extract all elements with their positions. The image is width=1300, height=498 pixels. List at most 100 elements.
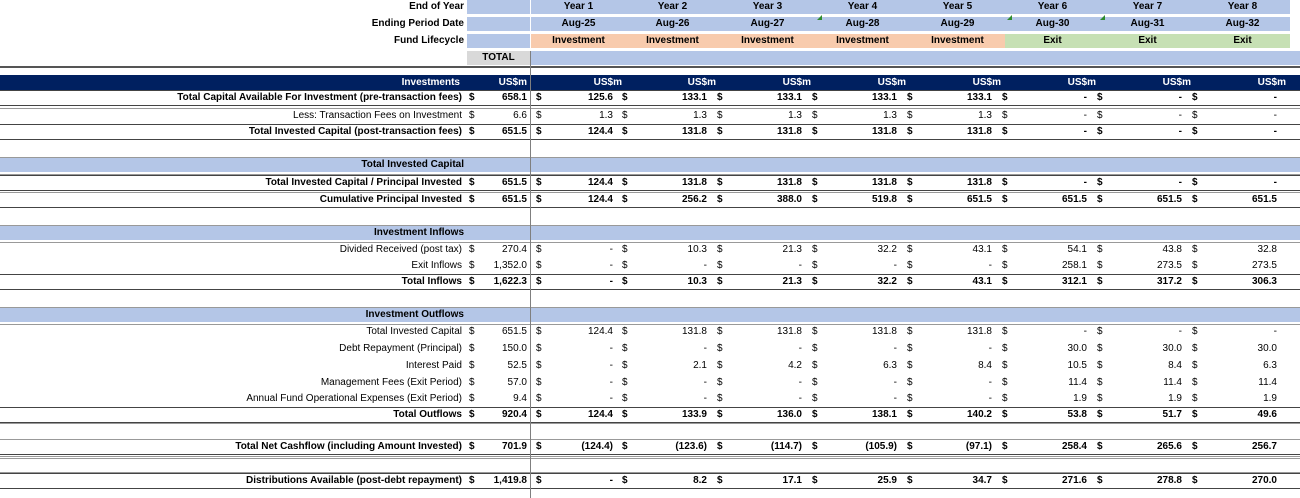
cell-value[interactable]: 256.2 — [681, 194, 707, 205]
cell-value[interactable]: - — [609, 276, 613, 287]
cell-value[interactable]: 1.3 — [883, 110, 897, 121]
cell-value[interactable]: - — [703, 260, 707, 271]
cell-value[interactable]: - — [1273, 326, 1277, 337]
cell-value[interactable]: 651.5 — [1061, 194, 1087, 205]
cell-value[interactable]: 1.3 — [599, 110, 613, 121]
cell-value[interactable]: (123.6) — [675, 441, 707, 452]
cell-value[interactable]: - — [1083, 92, 1087, 103]
date-header-cell[interactable]: Aug-29 — [910, 17, 1005, 31]
cell-value[interactable]: 140.2 — [966, 409, 992, 420]
cell-value[interactable]: (124.4) — [581, 441, 613, 452]
cell-value[interactable]: 8.4 — [978, 360, 992, 371]
cell-value[interactable]: 133.1 — [871, 92, 897, 103]
cell-value[interactable]: 21.3 — [782, 244, 802, 255]
cell-value[interactable]: 131.8 — [871, 177, 897, 188]
cell-value[interactable]: - — [1178, 177, 1182, 188]
cell-value[interactable]: 131.8 — [776, 326, 802, 337]
cell-value[interactable]: 32.2 — [877, 244, 897, 255]
cell-value[interactable]: - — [1083, 177, 1087, 188]
cell-value[interactable]: - — [798, 343, 802, 354]
cell-value[interactable]: 30.0 — [1067, 343, 1087, 354]
cell-value[interactable]: 124.4 — [587, 126, 613, 137]
cell-value[interactable]: - — [988, 343, 992, 354]
cell-value[interactable]: 265.6 — [1156, 441, 1182, 452]
total-value[interactable]: 920.4 — [501, 409, 527, 420]
cell-value[interactable]: - — [1178, 326, 1182, 337]
phase-header-cell[interactable]: Exit — [1005, 34, 1100, 48]
year-header-cell[interactable]: Year 6 — [1005, 0, 1100, 14]
cell-value[interactable]: 133.1 — [681, 92, 707, 103]
cell-value[interactable]: 4.2 — [788, 360, 802, 371]
total-value[interactable]: 270.4 — [501, 244, 527, 255]
cell-value[interactable]: - — [609, 377, 613, 388]
year-header-cell[interactable]: Year 2 — [625, 0, 720, 14]
date-header-cell[interactable]: Aug-30 — [1005, 17, 1100, 31]
cell-value[interactable]: 43.1 — [972, 244, 992, 255]
cell-value[interactable]: 131.8 — [681, 326, 707, 337]
cell-value[interactable]: 651.5 — [1156, 194, 1182, 205]
year-header-cell[interactable]: Year 8 — [1195, 0, 1290, 14]
phase-header-cell[interactable]: Investment — [531, 34, 626, 48]
cell-value[interactable]: 10.3 — [687, 276, 707, 287]
cell-value[interactable]: 1.9 — [1263, 393, 1277, 404]
cell-value[interactable]: 125.6 — [587, 92, 613, 103]
cell-value[interactable]: - — [798, 377, 802, 388]
cell-value[interactable]: 306.3 — [1251, 276, 1277, 287]
cell-value[interactable]: - — [1178, 92, 1182, 103]
cell-value[interactable]: 258.1 — [1061, 260, 1087, 271]
date-header-cell[interactable]: Aug-31 — [1100, 17, 1195, 31]
cell-value[interactable]: 133.9 — [681, 409, 707, 420]
year-header-cell[interactable]: Year 3 — [720, 0, 815, 14]
cell-value[interactable]: - — [988, 393, 992, 404]
cell-value[interactable]: 1.9 — [1168, 393, 1182, 404]
total-value[interactable]: 6.6 — [513, 110, 527, 121]
cell-value[interactable]: - — [1083, 326, 1087, 337]
cell-value[interactable]: - — [988, 260, 992, 271]
cell-value[interactable]: (97.1) — [965, 441, 992, 452]
total-value[interactable]: 651.5 — [501, 177, 527, 188]
cell-value[interactable]: 131.8 — [966, 126, 992, 137]
cell-value[interactable]: - — [703, 377, 707, 388]
cell-value[interactable]: - — [1178, 110, 1182, 121]
date-header-cell[interactable]: Aug-28 — [815, 17, 910, 31]
cell-value[interactable]: 131.8 — [966, 326, 992, 337]
cell-value[interactable]: 2.1 — [693, 360, 707, 371]
phase-header-cell[interactable]: Investment — [720, 34, 815, 48]
cell-value[interactable]: 32.8 — [1257, 244, 1277, 255]
cell-value[interactable]: 53.8 — [1067, 409, 1087, 420]
cell-value[interactable]: - — [988, 377, 992, 388]
cell-value[interactable]: 131.8 — [681, 177, 707, 188]
cell-value[interactable]: 278.8 — [1156, 475, 1182, 486]
year-header-cell[interactable]: Year 7 — [1100, 0, 1195, 14]
cell-value[interactable]: 21.3 — [782, 276, 802, 287]
cell-value[interactable]: 11.4 — [1163, 377, 1182, 388]
cell-value[interactable]: 30.0 — [1257, 343, 1277, 354]
cell-value[interactable]: (114.7) — [770, 441, 802, 452]
cell-value[interactable]: 6.3 — [1263, 360, 1277, 371]
cell-value[interactable]: - — [609, 393, 613, 404]
cell-value[interactable]: 136.0 — [776, 409, 802, 420]
cell-value[interactable]: 43.1 — [972, 276, 992, 287]
cell-value[interactable]: 273.5 — [1156, 260, 1182, 271]
cell-value[interactable]: 1.3 — [788, 110, 802, 121]
cell-value[interactable]: 124.4 — [587, 326, 613, 337]
cell-value[interactable]: - — [1178, 126, 1182, 137]
cell-value[interactable]: 131.8 — [966, 177, 992, 188]
cell-value[interactable]: 1.3 — [693, 110, 707, 121]
cell-value[interactable]: - — [609, 244, 613, 255]
cell-value[interactable]: 131.8 — [871, 326, 897, 337]
cell-value[interactable]: 54.1 — [1067, 244, 1087, 255]
cell-value[interactable]: 651.5 — [1251, 194, 1277, 205]
cell-value[interactable]: 273.5 — [1251, 260, 1277, 271]
cell-value[interactable]: - — [609, 475, 613, 486]
phase-header-cell[interactable]: Exit — [1100, 34, 1195, 48]
total-value[interactable]: 150.0 — [501, 343, 527, 354]
cell-value[interactable]: 1.9 — [1073, 393, 1087, 404]
date-header-cell[interactable]: Aug-26 — [625, 17, 720, 31]
cell-value[interactable]: 30.0 — [1162, 343, 1182, 354]
total-value[interactable]: 57.0 — [507, 377, 527, 388]
cell-value[interactable]: 131.8 — [776, 126, 802, 137]
total-value[interactable]: 701.9 — [501, 441, 527, 452]
cell-value[interactable]: 11.4 — [1068, 377, 1087, 388]
cell-value[interactable]: 270.0 — [1251, 475, 1277, 486]
